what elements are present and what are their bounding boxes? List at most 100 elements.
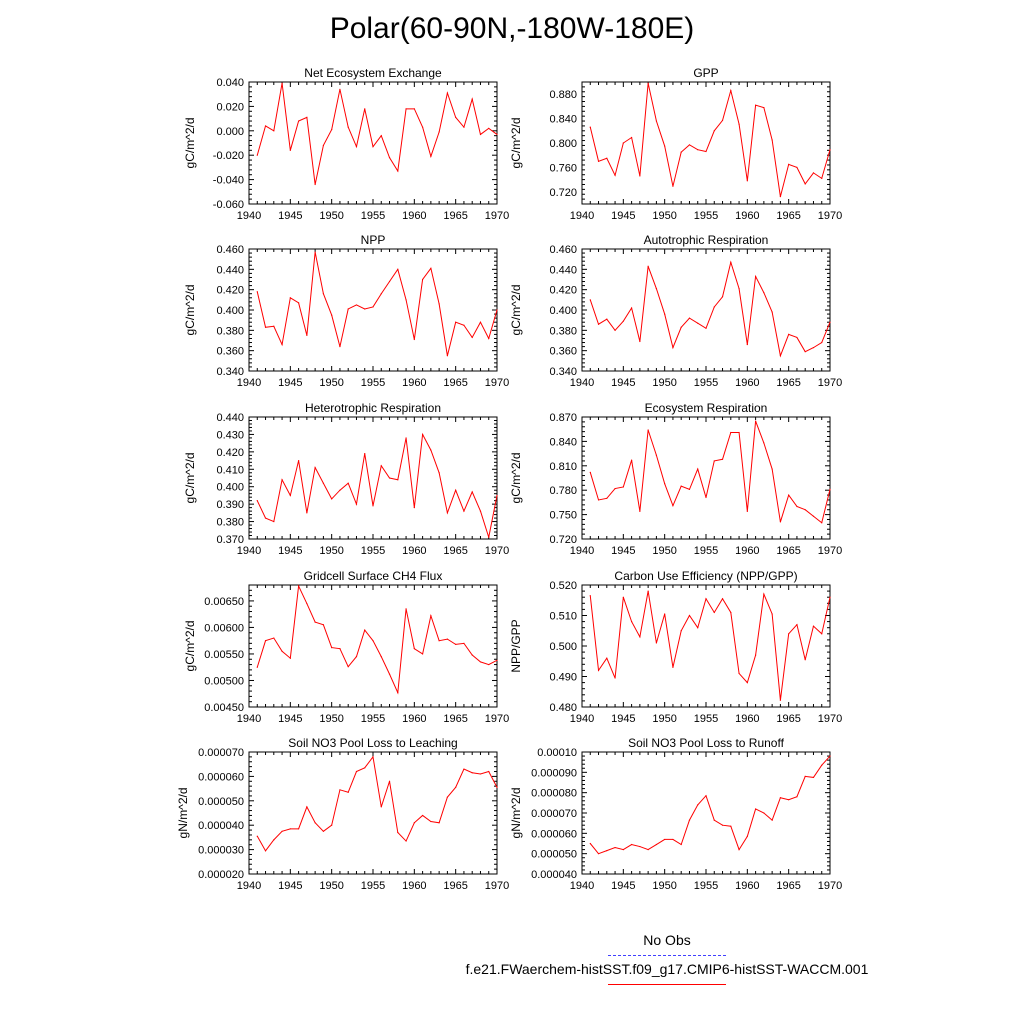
series-line bbox=[256, 584, 498, 695]
plot-frame bbox=[581, 584, 831, 708]
y-tick-label: 0.390 bbox=[216, 499, 244, 511]
data-point bbox=[488, 337, 490, 340]
data-point bbox=[639, 510, 641, 512]
data-point bbox=[664, 313, 666, 315]
x-tick-label: 1965 bbox=[776, 880, 800, 892]
panel-5: Heterotrophic Respiration gC/m^2/d 1940 194… bbox=[183, 401, 509, 557]
data-point bbox=[479, 510, 482, 512]
data-point bbox=[688, 819, 691, 821]
data-point bbox=[771, 468, 773, 470]
data-point bbox=[639, 175, 641, 177]
y-tick-label: 0.380 bbox=[216, 325, 244, 337]
y-tick-label: 0.380 bbox=[216, 517, 244, 529]
data-point bbox=[298, 585, 300, 587]
y-tick-label: 0.000070 bbox=[198, 747, 244, 759]
data-point bbox=[347, 126, 349, 128]
x-tick-label: 1945 bbox=[611, 880, 635, 892]
data-point bbox=[331, 128, 333, 131]
data-point bbox=[755, 420, 757, 422]
data-point bbox=[821, 177, 823, 179]
data-point bbox=[597, 499, 600, 501]
data-point bbox=[730, 431, 732, 434]
x-tick-label: 1965 bbox=[443, 377, 467, 389]
y-tick-label: 0.440 bbox=[549, 264, 577, 276]
data-point bbox=[397, 831, 399, 834]
data-point bbox=[463, 642, 465, 644]
data-point bbox=[273, 637, 275, 639]
legend-model-label: f.e21.FWaerchem-histSST.f09_g17.CMIP6-hi… bbox=[465, 961, 869, 977]
data-point bbox=[314, 822, 316, 824]
y-tick-label: 0.00010 bbox=[537, 747, 577, 759]
data-point bbox=[463, 324, 465, 326]
x-tick-label: 1940 bbox=[237, 545, 261, 557]
data-point bbox=[804, 183, 806, 185]
data-point bbox=[788, 494, 790, 496]
panel-1: Net Ecosystem Exchange gC/m^2/d 1940 1945 19… bbox=[183, 66, 509, 222]
x-tick-label: 1940 bbox=[237, 880, 261, 892]
data-point bbox=[796, 624, 798, 626]
y-tick-label: 0.440 bbox=[216, 412, 244, 424]
data-point bbox=[639, 636, 641, 638]
data-point bbox=[655, 288, 658, 290]
y-tick-label: 0.800 bbox=[549, 138, 577, 150]
series-line bbox=[589, 755, 831, 855]
y-tick-label: 0.380 bbox=[549, 325, 577, 337]
x-tick-label: 1940 bbox=[570, 377, 594, 389]
data-point bbox=[804, 351, 806, 353]
data-point bbox=[664, 145, 666, 147]
x-tick-label: 1970 bbox=[818, 713, 842, 725]
data-point bbox=[438, 131, 440, 133]
data-point bbox=[614, 677, 616, 679]
data-point bbox=[755, 808, 757, 810]
data-point bbox=[314, 251, 316, 253]
data-point bbox=[821, 341, 823, 344]
x-tick-label: 1970 bbox=[485, 713, 509, 725]
y-axis-label: gC/m^2/d bbox=[183, 621, 197, 672]
data-point bbox=[622, 320, 624, 322]
data-point bbox=[812, 515, 815, 517]
data-point bbox=[355, 503, 358, 505]
data-point bbox=[721, 458, 724, 460]
data-point bbox=[496, 494, 498, 497]
data-point bbox=[606, 318, 608, 320]
data-point bbox=[622, 486, 624, 488]
data-point bbox=[388, 157, 391, 159]
y-tick-label: 0.000050 bbox=[531, 849, 577, 861]
y-tick-label: 0.840 bbox=[549, 114, 577, 126]
data-point bbox=[606, 157, 608, 159]
data-point bbox=[322, 624, 324, 626]
data-point bbox=[672, 505, 674, 507]
x-tick-label: 1955 bbox=[361, 210, 385, 222]
data-point bbox=[264, 850, 267, 852]
y-tick-label: 0.360 bbox=[549, 346, 577, 358]
panel-2: GPP gC/m^2/d 1940 1945 1950 1955 1960 1965 1970 0… bbox=[509, 66, 842, 222]
data-point bbox=[664, 838, 666, 841]
data-point bbox=[306, 334, 308, 337]
data-point bbox=[622, 849, 624, 851]
data-point bbox=[655, 120, 658, 122]
data-point bbox=[639, 845, 641, 848]
plot-frame bbox=[581, 81, 831, 205]
panel-10: Soil NO3 Pool Loss to Runoff gN/m^2/d 1940… bbox=[509, 736, 842, 892]
x-tick-label: 1960 bbox=[735, 377, 759, 389]
data-point bbox=[446, 638, 448, 640]
x-tick-label: 1940 bbox=[570, 713, 594, 725]
data-point bbox=[496, 133, 498, 136]
data-point bbox=[755, 104, 757, 106]
x-tick-label: 1970 bbox=[485, 210, 509, 222]
data-point bbox=[380, 465, 382, 467]
x-tick-label: 1940 bbox=[237, 713, 261, 725]
data-point bbox=[273, 130, 275, 132]
x-tick-label: 1970 bbox=[485, 377, 509, 389]
data-point bbox=[306, 116, 308, 118]
data-point bbox=[763, 812, 765, 814]
data-point bbox=[755, 275, 757, 278]
series-line bbox=[589, 83, 831, 197]
x-tick-label: 1970 bbox=[818, 210, 842, 222]
x-tick-label: 1950 bbox=[319, 713, 343, 725]
y-tick-label: 0.000090 bbox=[531, 767, 577, 779]
y-tick-label: 0.370 bbox=[216, 534, 244, 546]
data-point bbox=[430, 449, 432, 451]
y-axis-label: gN/m^2/d bbox=[509, 788, 523, 839]
data-point bbox=[655, 454, 658, 456]
